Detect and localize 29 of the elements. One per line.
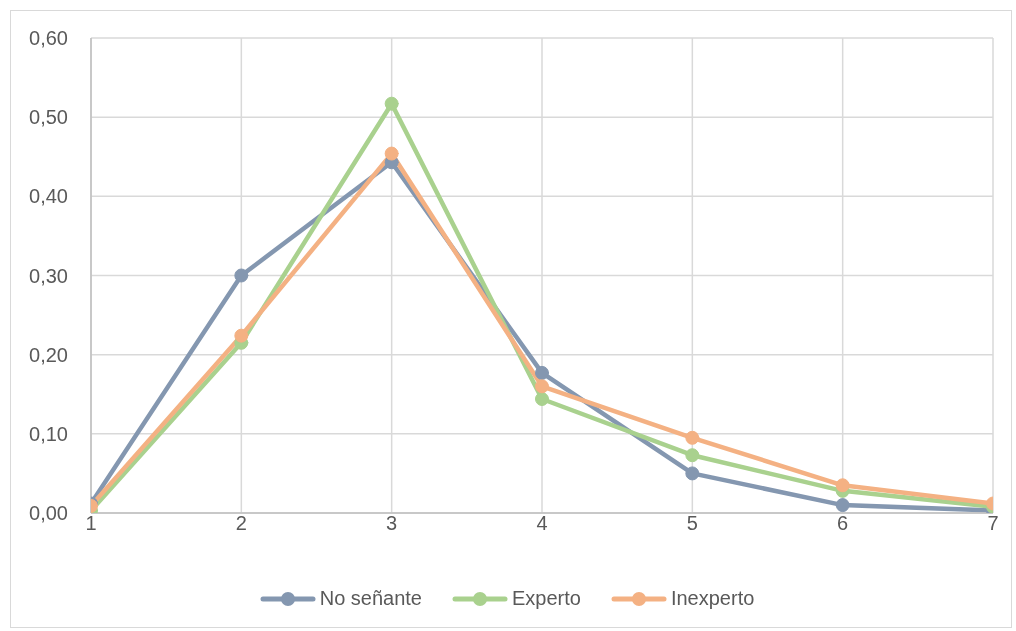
point	[685, 430, 700, 445]
y-tick-label: 0,30	[29, 264, 68, 287]
y-tick-label: 0,10	[29, 422, 68, 445]
point	[685, 466, 700, 481]
legend-label: Inexperto	[670, 587, 755, 610]
point	[384, 96, 399, 111]
y-tick-label: 0,50	[29, 106, 68, 129]
point	[535, 365, 549, 380]
x-tick-label: 4	[536, 512, 548, 535]
x-tick-label: 1	[85, 512, 97, 535]
point	[835, 478, 850, 493]
x-tick-label: 3	[386, 512, 398, 535]
y-tick-label: 0,00	[29, 502, 68, 525]
x-tick-label: 6	[837, 512, 849, 535]
point	[234, 268, 249, 283]
y-tick-label: 0,40	[29, 185, 68, 208]
point	[535, 392, 549, 406]
y-tick-label: 0,20	[29, 343, 68, 366]
legend-label: No señante	[319, 587, 422, 610]
point	[685, 448, 700, 463]
point	[835, 498, 850, 513]
x-tick-label: 5	[686, 512, 698, 535]
point	[535, 379, 549, 394]
point	[384, 146, 399, 161]
point	[234, 328, 249, 343]
legend-label: Experto	[511, 587, 581, 610]
x-tick-label: 7	[987, 512, 999, 535]
x-tick-label: 2	[235, 512, 247, 535]
y-tick-label: 0,60	[29, 27, 68, 50]
